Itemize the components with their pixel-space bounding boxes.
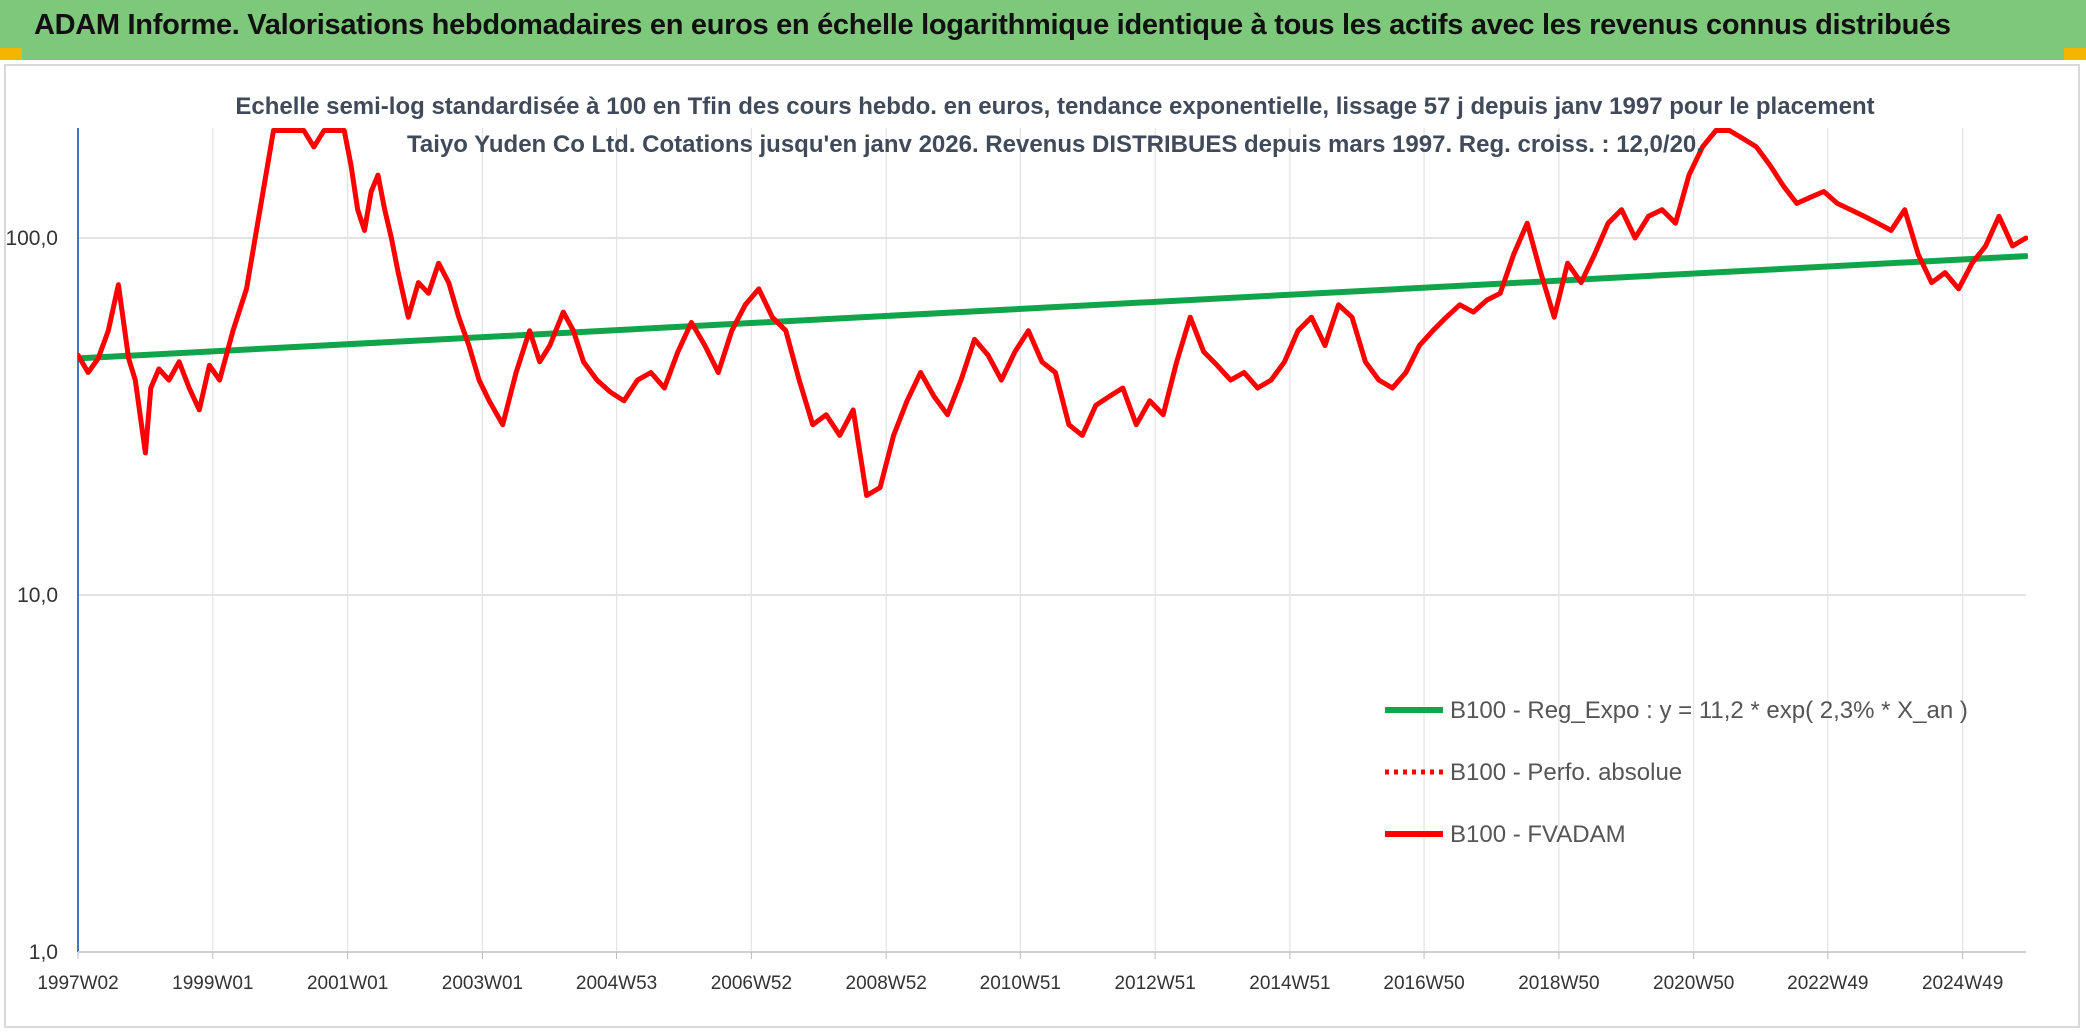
corner-mark-top-right	[2064, 48, 2086, 60]
x-tick-label: 2008W52	[846, 973, 927, 994]
x-tick-label: 2001W01	[307, 973, 388, 994]
x-tick-label: 2018W50	[1518, 973, 1599, 994]
x-tick-label: 2016W50	[1383, 973, 1464, 994]
x-tick-label: 2010W51	[980, 973, 1061, 994]
fvadam-series-line	[78, 128, 2028, 498]
y-tick-label: 10,0	[17, 584, 58, 607]
x-tick-label: 2012W51	[1114, 973, 1195, 994]
x-tick-labels: 1997W02 1999W01 2001W01 2003W01 2004W53 2006W…	[37, 952, 2003, 994]
gridlines	[78, 128, 2026, 952]
legend-label-absolue: B100 - Perfo. absolue	[1450, 759, 1682, 786]
x-tick-label: 1997W02	[37, 973, 118, 994]
legend-label-fvadam: B100 - FVADAM	[1450, 821, 1626, 848]
x-tick-label: 2014W51	[1249, 973, 1330, 994]
x-tick-label: 2006W52	[711, 973, 792, 994]
chart-legend: B100 - Reg_Expo : y = 11,2 * exp( 2,3% *…	[1385, 697, 1968, 848]
corner-mark-top-left	[0, 48, 22, 60]
x-tick-label: 2020W50	[1653, 973, 1734, 994]
trend-series-line	[78, 253, 2028, 362]
x-tick-label: 2003W01	[442, 973, 523, 994]
x-tick-label: 1999W01	[172, 973, 253, 994]
chart-frame	[4, 64, 2080, 1028]
y-tick-label: 100,0	[5, 227, 58, 250]
x-tick-label: 2024W49	[1922, 973, 2003, 994]
report-title: ADAM Informe. Valorisations hebdomadaire…	[34, 9, 1951, 41]
y-tick-labels: 1,0 10,0 100,0	[5, 227, 58, 964]
x-tick-label: 2022W49	[1787, 973, 1868, 994]
chart-title: Echelle semi-log standardisée à 100 en T…	[235, 93, 1875, 158]
y-tick-label: 1,0	[29, 941, 58, 964]
x-tick-label: 2004W53	[576, 973, 657, 994]
report-header: ADAM Informe. Valorisations hebdomadaire…	[0, 0, 2086, 60]
legend-label-trend: B100 - Reg_Expo : y = 11,2 * exp( 2,3% *…	[1450, 697, 1968, 724]
plot-area	[78, 128, 2028, 498]
